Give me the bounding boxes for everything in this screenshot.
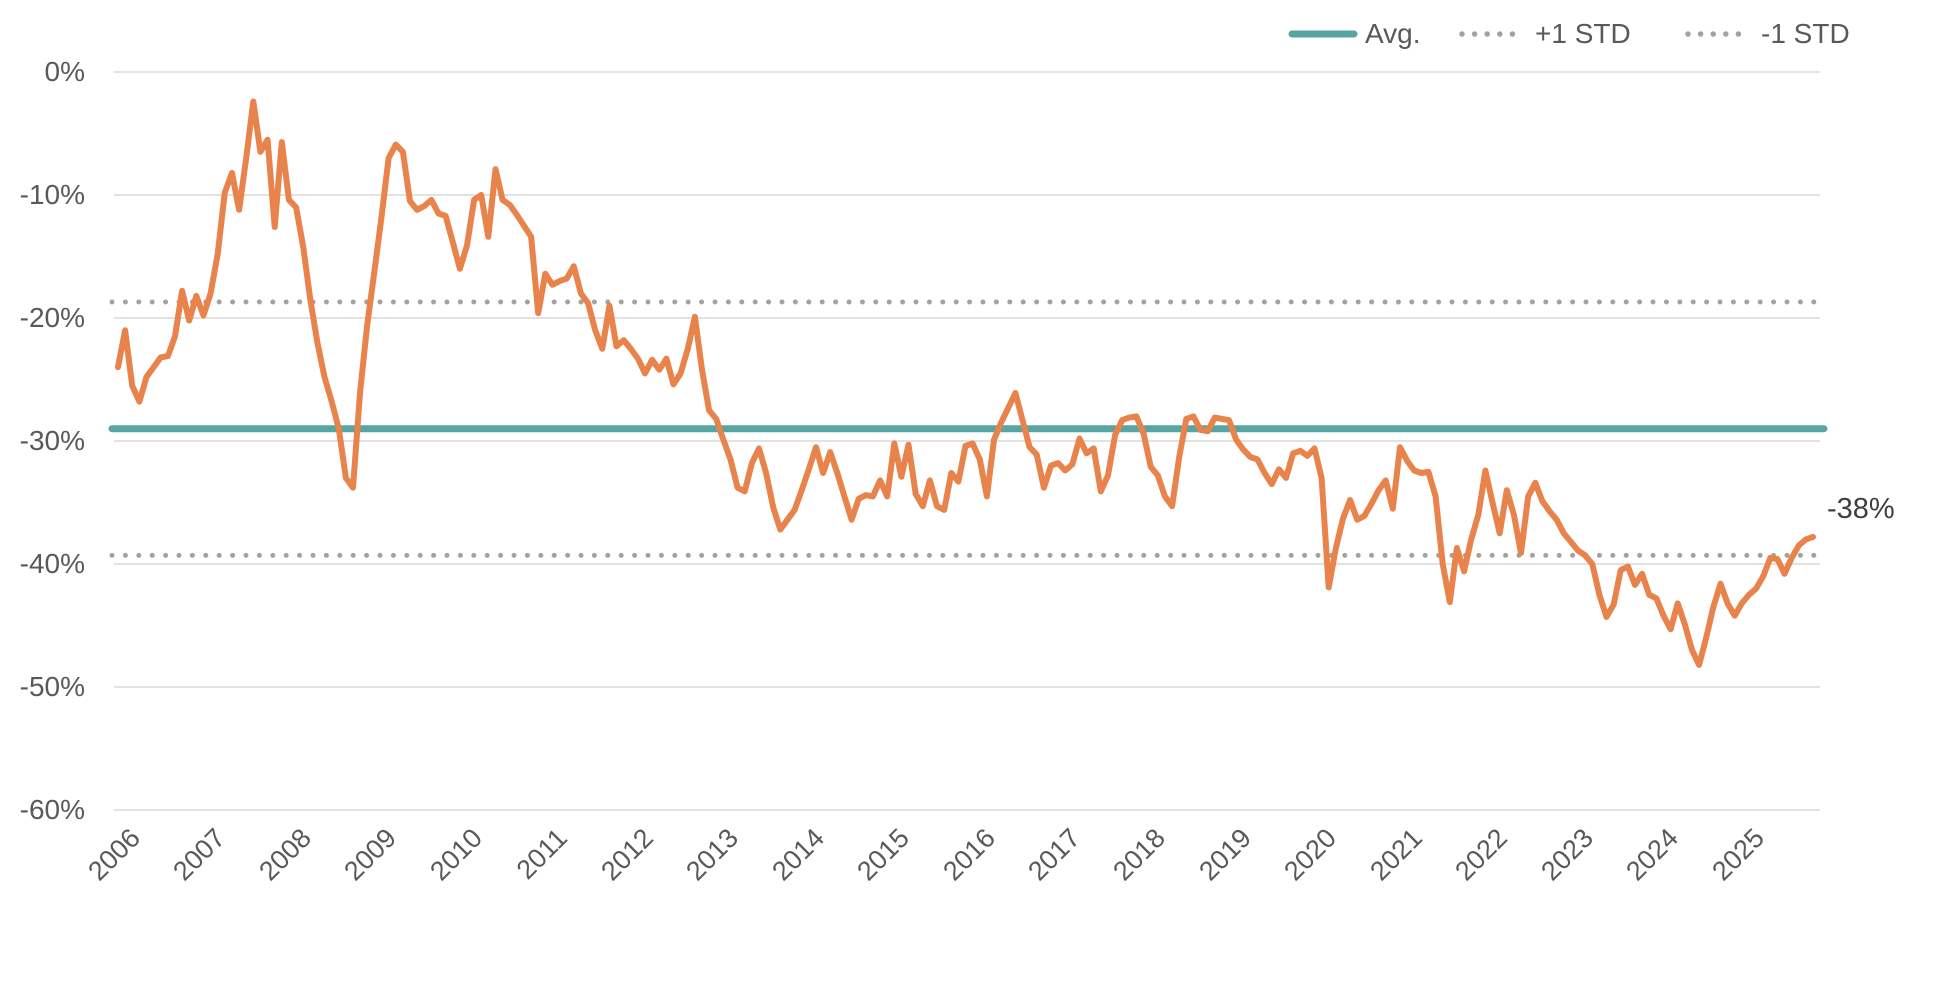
legend-item-minus1-std: -1 STD xyxy=(1684,16,1850,52)
plus1-std-dotted-line-swatch-icon xyxy=(1459,31,1528,37)
y-tick-label: -30% xyxy=(19,425,85,456)
legend-label-minus1-std: -1 STD xyxy=(1761,18,1850,49)
y-tick-label: -10% xyxy=(19,179,85,210)
y-tick-label: -40% xyxy=(19,548,85,579)
series-end-value-label: -38% xyxy=(1827,493,1895,525)
minus1-std-dotted-line-swatch-icon xyxy=(1685,31,1754,37)
y-tick-label: -50% xyxy=(19,671,85,702)
legend-label-avg: Avg. xyxy=(1365,18,1421,49)
y-tick-label: -20% xyxy=(19,302,85,333)
legend-label-plus1-std: +1 STD xyxy=(1535,18,1631,49)
legend-item-plus1-std: +1 STD xyxy=(1458,16,1631,52)
series-line xyxy=(115,98,1816,668)
y-tick-label: 0% xyxy=(44,56,85,87)
y-tick-label: -60% xyxy=(19,794,85,825)
legend-item-avg: Avg. xyxy=(1288,16,1421,52)
avg-solid-line-swatch-icon xyxy=(1288,30,1358,38)
